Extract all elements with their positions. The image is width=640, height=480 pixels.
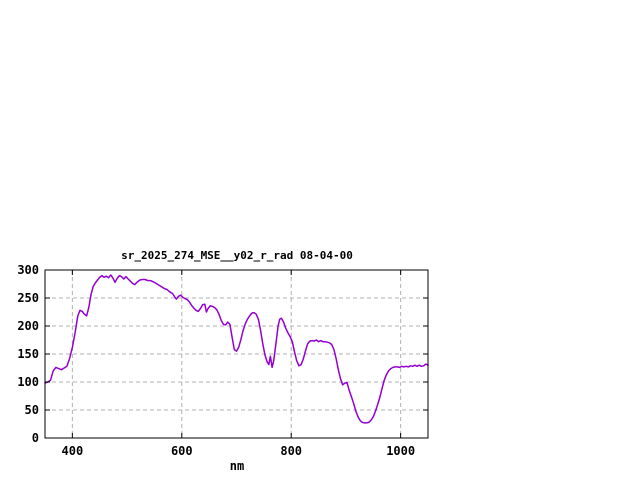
spectral-curve [44,274,429,424]
x-tick-label: 800 [280,444,303,458]
y-tick-label: 150 [17,347,39,361]
chart-title: sr_2025_274_MSE__y02_r_rad 08-04-00 [121,249,353,262]
y-tick-label: 100 [17,375,39,389]
y-tick-label: 300 [17,263,39,277]
x-tick-label: 1000 [386,444,416,458]
x-tick-label: 600 [170,444,193,458]
axis-tick-marks [45,269,428,439]
y-tick-label: 0 [31,431,39,445]
x-axis-label: nm [229,459,245,473]
grid-lines [45,270,428,438]
x-tick-label: 400 [61,444,84,458]
y-tick-label: 50 [24,403,39,417]
y-tick-label: 200 [17,319,39,333]
y-tick-label: 250 [17,291,39,305]
data-curve-layer [44,274,429,424]
